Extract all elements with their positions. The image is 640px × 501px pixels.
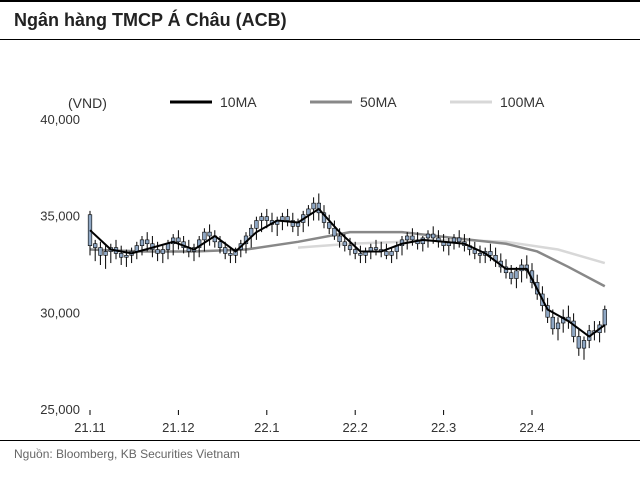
svg-text:22.2: 22.2 [343,420,368,435]
svg-text:40,000: 40,000 [40,112,80,127]
footer-block: Nguồn: Bloomberg, KB Securities Vietnam [0,440,640,467]
svg-text:22.1: 22.1 [254,420,279,435]
svg-text:21.12: 21.12 [162,420,195,435]
svg-text:50MA: 50MA [360,94,397,110]
chart-area: 25,000 30,000 35,000 40,000 21.11 21.12 22.1 22… [0,40,640,440]
svg-text:10MA: 10MA [220,94,257,110]
footer-source: Nguồn: Bloomberg, KB Securities Vietnam [14,447,240,461]
svg-text:22.4: 22.4 [519,420,544,435]
svg-text:100MA: 100MA [500,94,545,110]
svg-text:30,000: 30,000 [40,305,80,320]
svg-text:21.11: 21.11 [74,420,106,435]
title-block: Ngân hàng TMCP Á Châu (ACB) [0,0,640,40]
svg-text:(VND): (VND) [68,95,107,111]
chart-svg: 25,000 30,000 35,000 40,000 21.11 21.12 22.1 22… [0,40,640,440]
svg-text:25,000: 25,000 [40,402,80,417]
svg-text:35,000: 35,000 [40,209,80,224]
chart-title: Ngân hàng TMCP Á Châu (ACB) [14,10,287,30]
chart-container: Ngân hàng TMCP Á Châu (ACB) 25,000 30,000… [0,0,640,501]
svg-text:22.3: 22.3 [431,420,456,435]
